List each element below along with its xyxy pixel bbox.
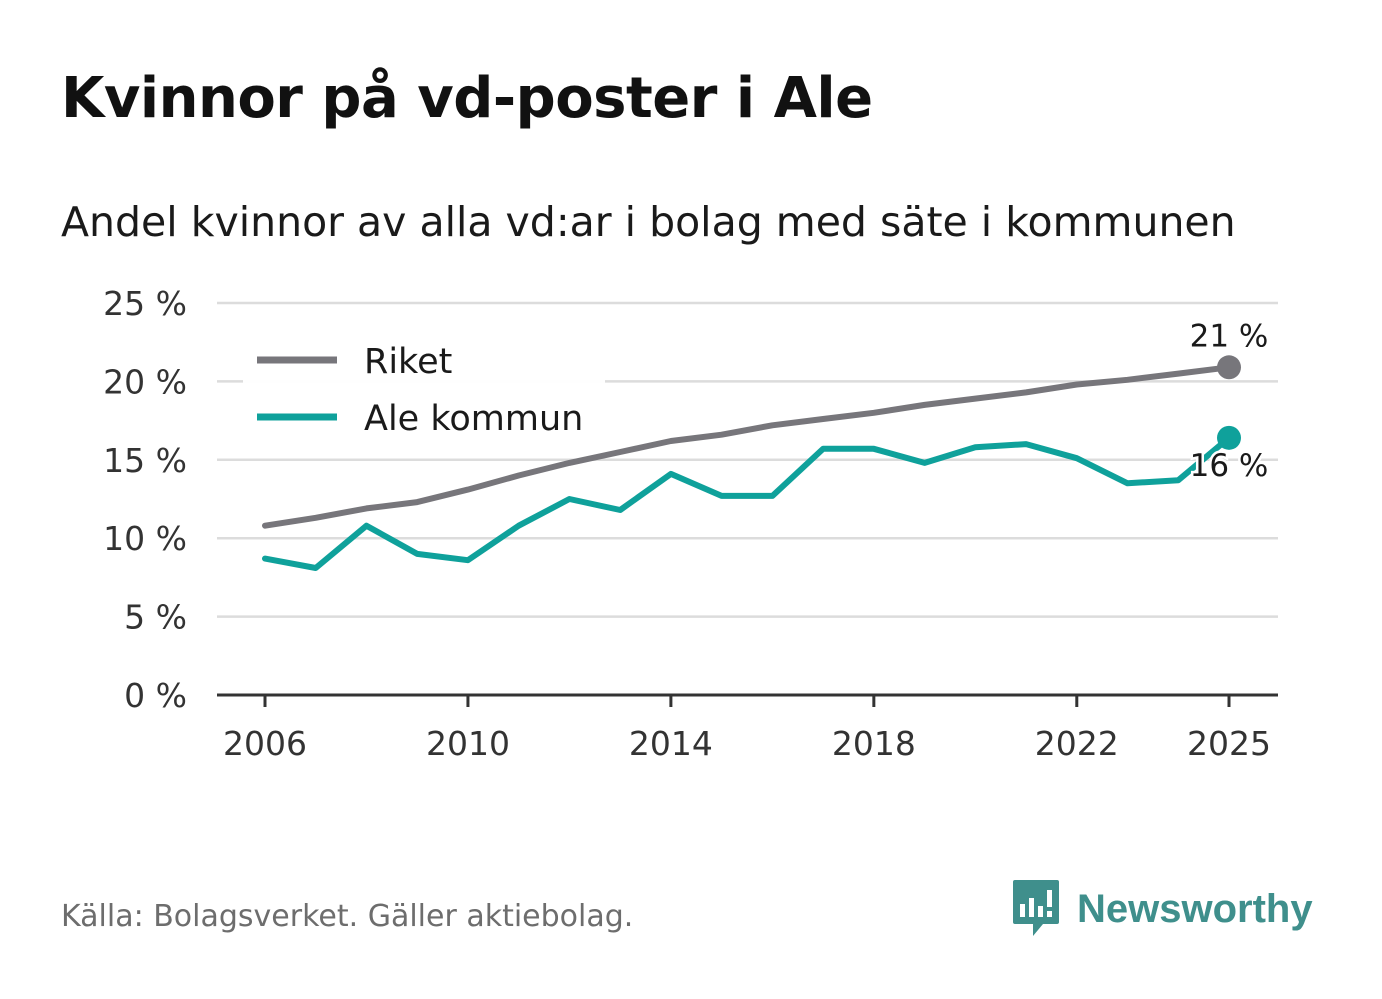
legend-label-1: Ale kommun (364, 399, 583, 439)
y-tick-label-20: 20 % (103, 362, 187, 401)
y-tick-label-5: 5 % (124, 598, 187, 637)
data-series (262, 355, 1241, 571)
x-tick-label-2010: 2010 (426, 724, 510, 763)
end-label-1: 16 % (1190, 448, 1269, 484)
y-tick-label-15: 15 % (103, 441, 187, 480)
x-axis-tick-labels: 2006 2010 2014 2018 2022 2025 (223, 695, 1271, 763)
series-line-0 (262, 364, 1232, 529)
y-tick-label-0: 0 % (124, 676, 187, 715)
series-end-point-0 (1217, 355, 1241, 380)
y-tick-label-10: 10 % (103, 519, 187, 558)
x-tick-label-2006: 2006 (223, 724, 307, 763)
x-tick-label-2025: 2025 (1187, 724, 1271, 763)
legend-background (243, 333, 605, 445)
x-tick-label-2018: 2018 (832, 724, 916, 763)
source-note: Källa: Bolagsverket. Gäller aktiebolag. (61, 899, 634, 934)
newsworthy-logo-icon (1013, 880, 1059, 936)
legend: Riket Ale kommun (243, 333, 605, 445)
legend-label-0: Riket (364, 342, 452, 382)
series-end-point-1 (1217, 425, 1241, 450)
brand-name: Newsworthy (1077, 886, 1313, 931)
brand: Newsworthy (1011, 878, 1313, 940)
x-tick-label-2014: 2014 (629, 724, 713, 763)
y-tick-label-25: 25 % (103, 284, 187, 323)
end-label-0: 21 % (1190, 318, 1269, 354)
line-chart: 0 %5 %10 %15 %20 %25 % 2006 2010 2014 2018 2… (103, 284, 1278, 763)
series-line-1 (262, 434, 1232, 571)
end-value-labels: 21 % 16 % (1187, 316, 1271, 487)
chart-title: Kvinnor på vd-poster i Ale (61, 66, 873, 131)
y-axis-tick-labels: 0 % 5 % 10 % 15 % 20 % 25 % (103, 284, 187, 715)
chart-subtitle: Andel kvinnor av alla vd:ar i bolag med … (61, 198, 1236, 246)
x-tick-label-2022: 2022 (1035, 724, 1119, 763)
